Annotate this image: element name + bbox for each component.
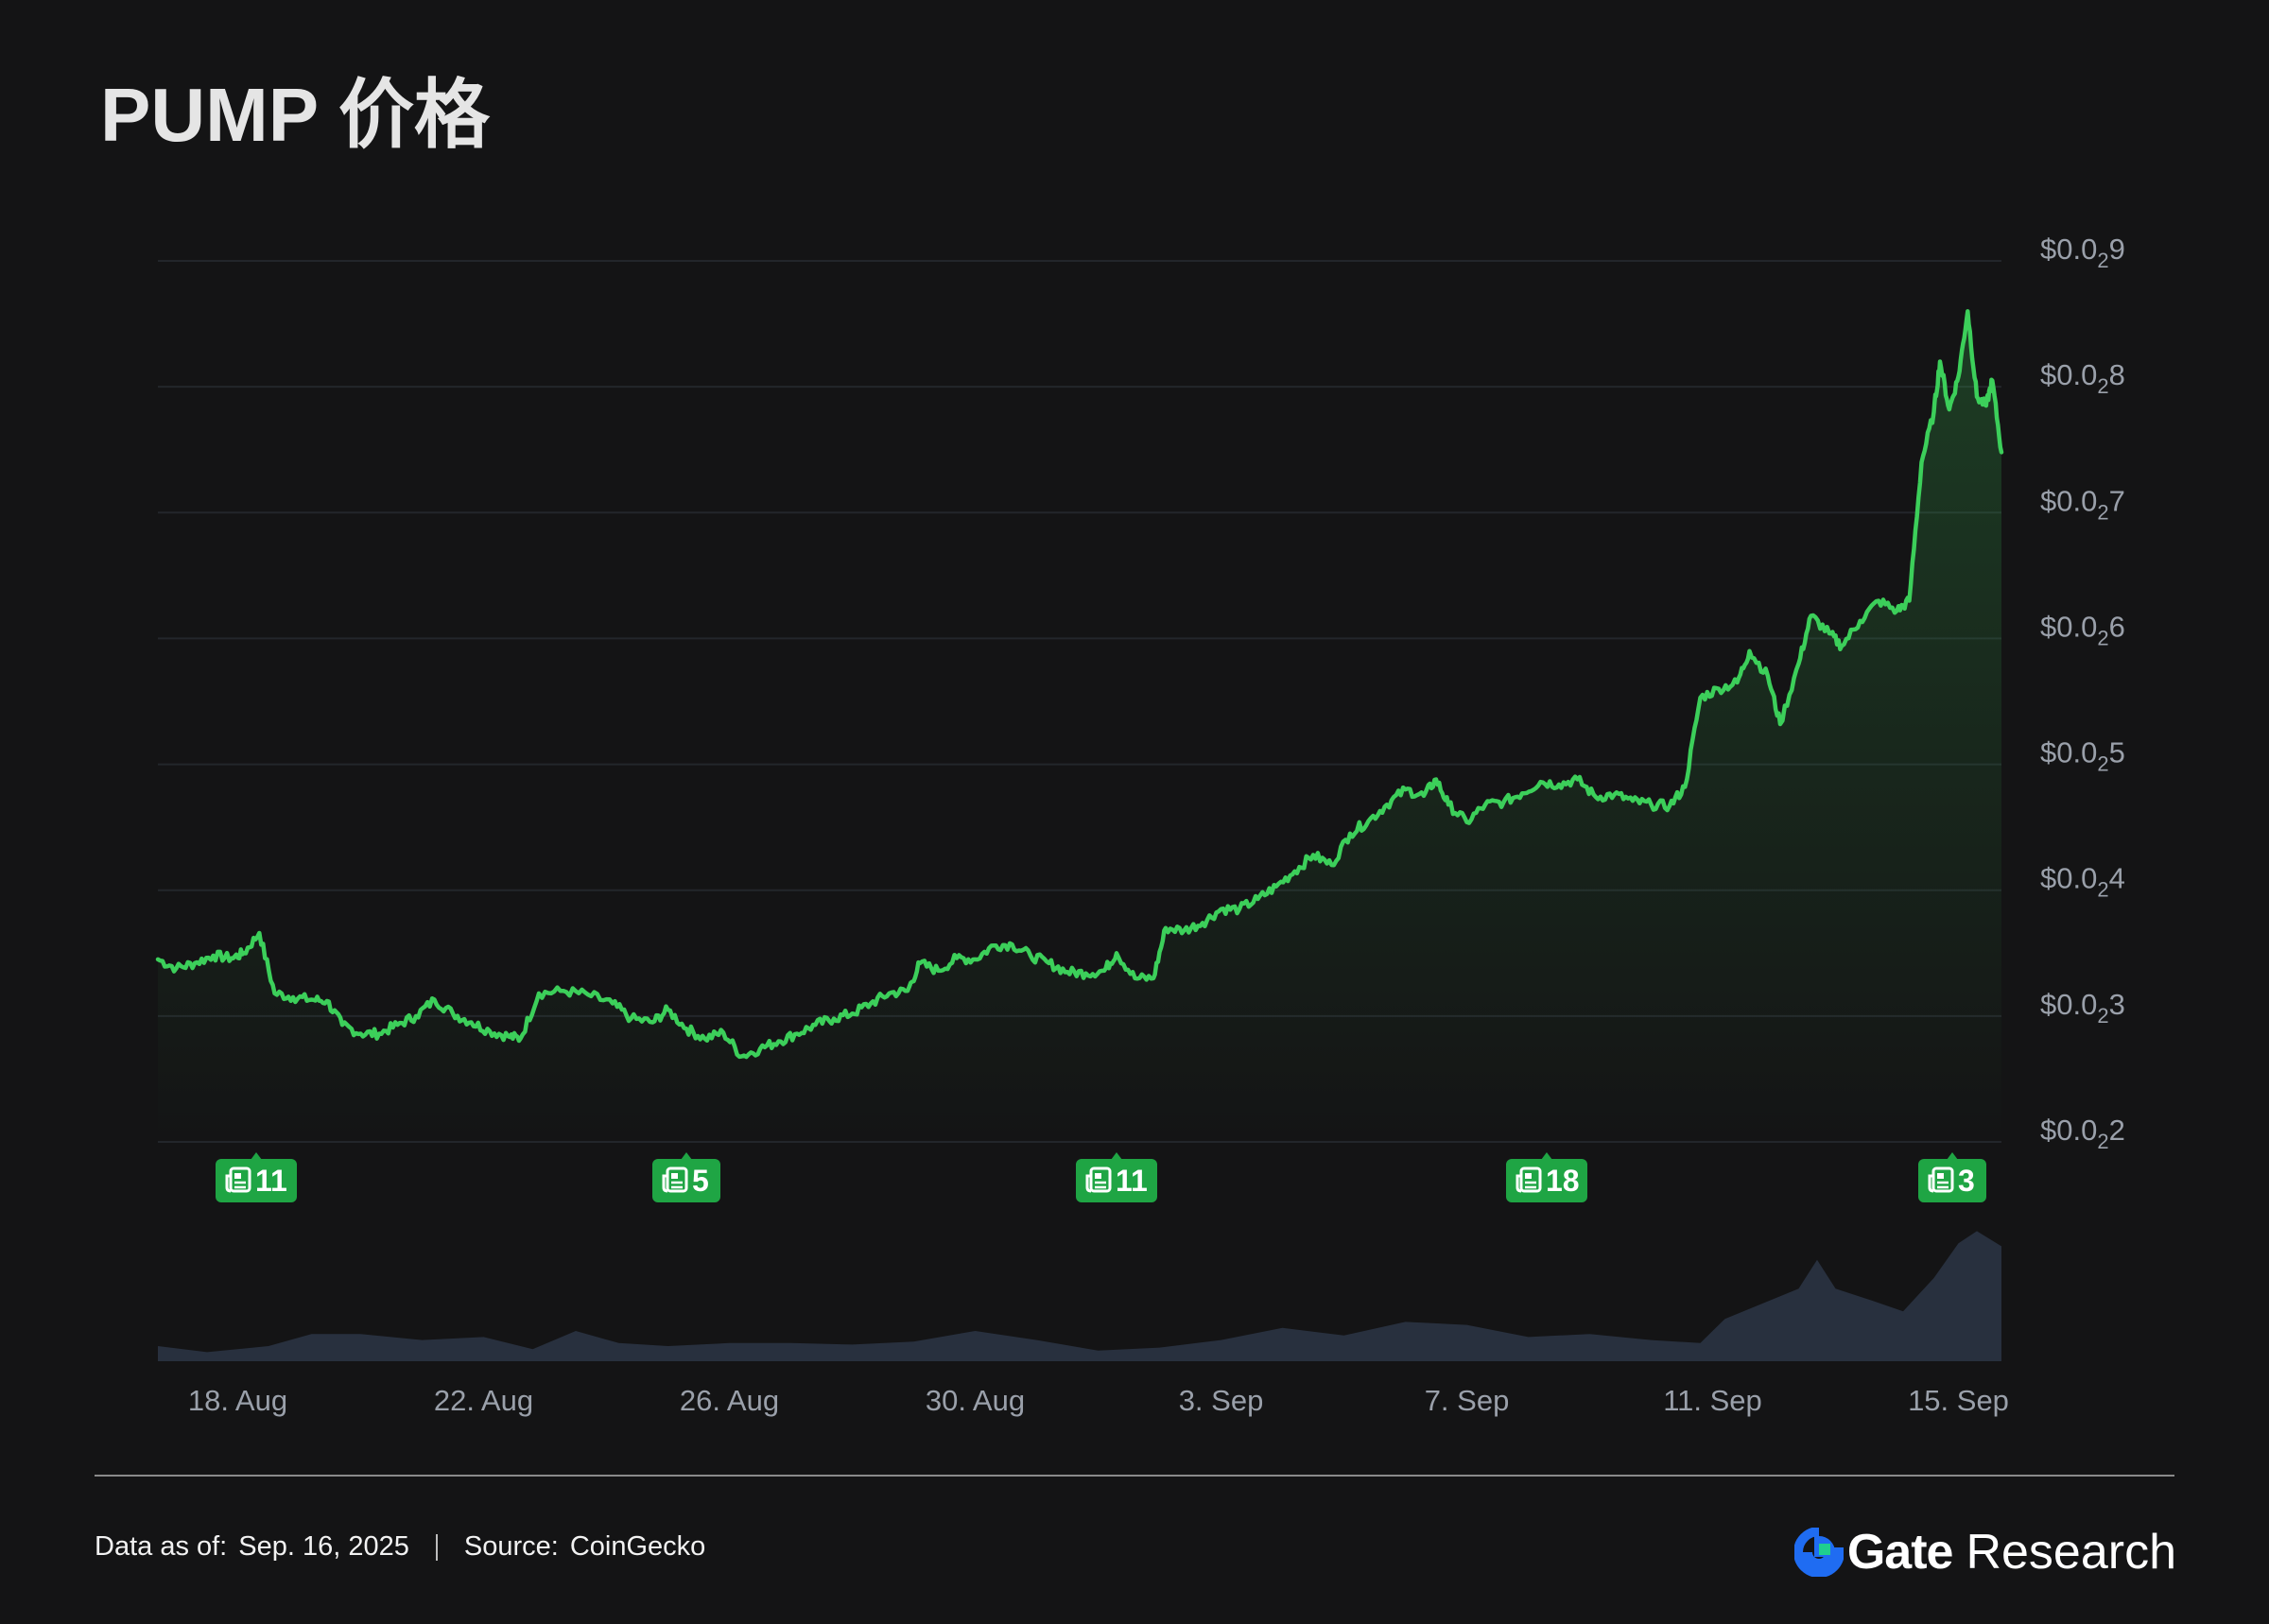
price-series-line (155, 309, 2004, 1060)
footer-divider (95, 1475, 2174, 1477)
y-tick-label: $0.026 (2040, 610, 2125, 649)
x-tick-label: 18. Aug (188, 1384, 287, 1417)
x-tick-label: 7. Sep (1425, 1384, 1510, 1417)
volume-area (158, 1231, 2001, 1361)
price-area (158, 311, 2001, 1142)
badge-count: 5 (692, 1164, 709, 1198)
data-date-value: Sep. 16, 2025 (238, 1531, 409, 1562)
footer: Data as of: Sep. 16, 2025 Source: CoinGe… (95, 1531, 705, 1563)
badge-pointer (1947, 1152, 1958, 1160)
x-tick-label: 30. Aug (926, 1384, 1025, 1417)
x-tick-label: 15. Sep (1908, 1384, 2009, 1417)
y-axis-ticks: $0.029 $0.028 $0.027 $0.026 $0.025 $0.024 $0.0… (2040, 233, 2125, 1153)
source-label: Source: (463, 1531, 559, 1562)
news-badges: 11 5 11 18 3 (216, 1152, 1986, 1202)
badge-count: 3 (1958, 1164, 1975, 1198)
y-tick-label: $0.029 (2040, 233, 2125, 272)
brand-research: Research (1966, 1525, 2176, 1580)
page-title: PUMP 价格 (100, 73, 490, 157)
y-tick-label: $0.023 (2040, 988, 2125, 1028)
news-badge[interactable]: 18 (1506, 1152, 1587, 1202)
data-date-label: Data as of: (95, 1531, 228, 1562)
volume-shape (158, 1231, 2001, 1361)
footer-separator (435, 1533, 438, 1561)
y-tick-label: $0.024 (2040, 862, 2125, 902)
newspaper-icon (1085, 1166, 1112, 1193)
y-tick-label: $0.027 (2040, 484, 2125, 524)
gate-logo-icon (1793, 1528, 1844, 1577)
x-axis-ticks: 18. Aug 22. Aug 26. Aug 30. Aug 3. Sep 7. Sep… (188, 1384, 2009, 1417)
badge-count: 18 (1546, 1164, 1580, 1198)
newspaper-icon (225, 1166, 251, 1193)
newspaper-icon (1516, 1166, 1542, 1193)
newspaper-icon (1928, 1166, 1954, 1193)
x-tick-label: 22. Aug (434, 1384, 533, 1417)
badge-count: 11 (255, 1164, 287, 1198)
price-line (155, 309, 2004, 1060)
x-tick-label: 11. Sep (1663, 1384, 1762, 1417)
newspaper-icon (662, 1166, 688, 1193)
y-tick-label: $0.022 (2040, 1114, 2125, 1153)
x-tick-label: 3. Sep (1179, 1384, 1264, 1417)
price-chart: $0.029 $0.028 $0.027 $0.026 $0.025 $0.024 $0.0… (155, 233, 2125, 1417)
badge-pointer (1111, 1152, 1122, 1160)
x-tick-label: 26. Aug (680, 1384, 779, 1417)
badge-pointer (251, 1152, 262, 1160)
y-tick-label: $0.025 (2040, 736, 2125, 776)
news-badge[interactable]: 11 (216, 1152, 297, 1202)
badge-pointer (1541, 1152, 1552, 1160)
news-badge[interactable]: 11 (1076, 1152, 1157, 1202)
news-badge[interactable]: 5 (652, 1152, 720, 1202)
news-badge[interactable]: 3 (1918, 1152, 1986, 1202)
source-value: CoinGecko (569, 1531, 706, 1562)
badge-pointer (681, 1152, 692, 1160)
brand-logo: Gate Research (1793, 1524, 2176, 1581)
brand-gate: Gate (1846, 1525, 1954, 1580)
y-tick-label: $0.028 (2040, 358, 2125, 398)
badge-count: 11 (1116, 1164, 1148, 1198)
price-area-fill (158, 311, 2001, 1142)
